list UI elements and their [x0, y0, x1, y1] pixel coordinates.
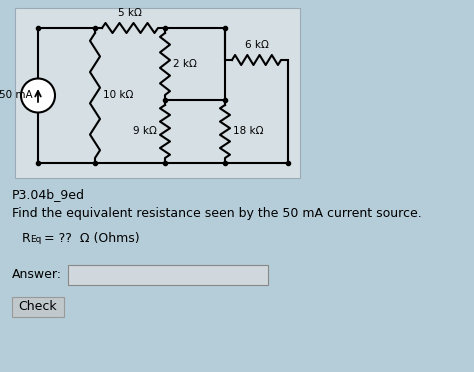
Text: 6 kΩ: 6 kΩ [245, 40, 268, 50]
Text: Find the equivalent resistance seen by the 50 mA current source.: Find the equivalent resistance seen by t… [12, 207, 422, 220]
Text: Eq: Eq [30, 235, 41, 244]
FancyBboxPatch shape [12, 297, 64, 317]
Text: 10 kΩ: 10 kΩ [103, 90, 133, 100]
Text: 9 kΩ: 9 kΩ [133, 126, 157, 137]
Text: Answer:: Answer: [12, 269, 62, 282]
Text: P3.04b_9ed: P3.04b_9ed [12, 188, 85, 201]
Circle shape [21, 78, 55, 112]
Text: Check: Check [18, 301, 57, 314]
FancyBboxPatch shape [15, 8, 300, 178]
Text: = ??  Ω (Ohms): = ?? Ω (Ohms) [44, 232, 140, 245]
Text: 18 kΩ: 18 kΩ [233, 126, 264, 137]
FancyBboxPatch shape [68, 265, 268, 285]
Text: 2 kΩ: 2 kΩ [173, 59, 197, 69]
Text: 5 kΩ: 5 kΩ [118, 8, 142, 18]
Text: 50 mA: 50 mA [0, 90, 33, 100]
Text: R: R [22, 232, 31, 245]
